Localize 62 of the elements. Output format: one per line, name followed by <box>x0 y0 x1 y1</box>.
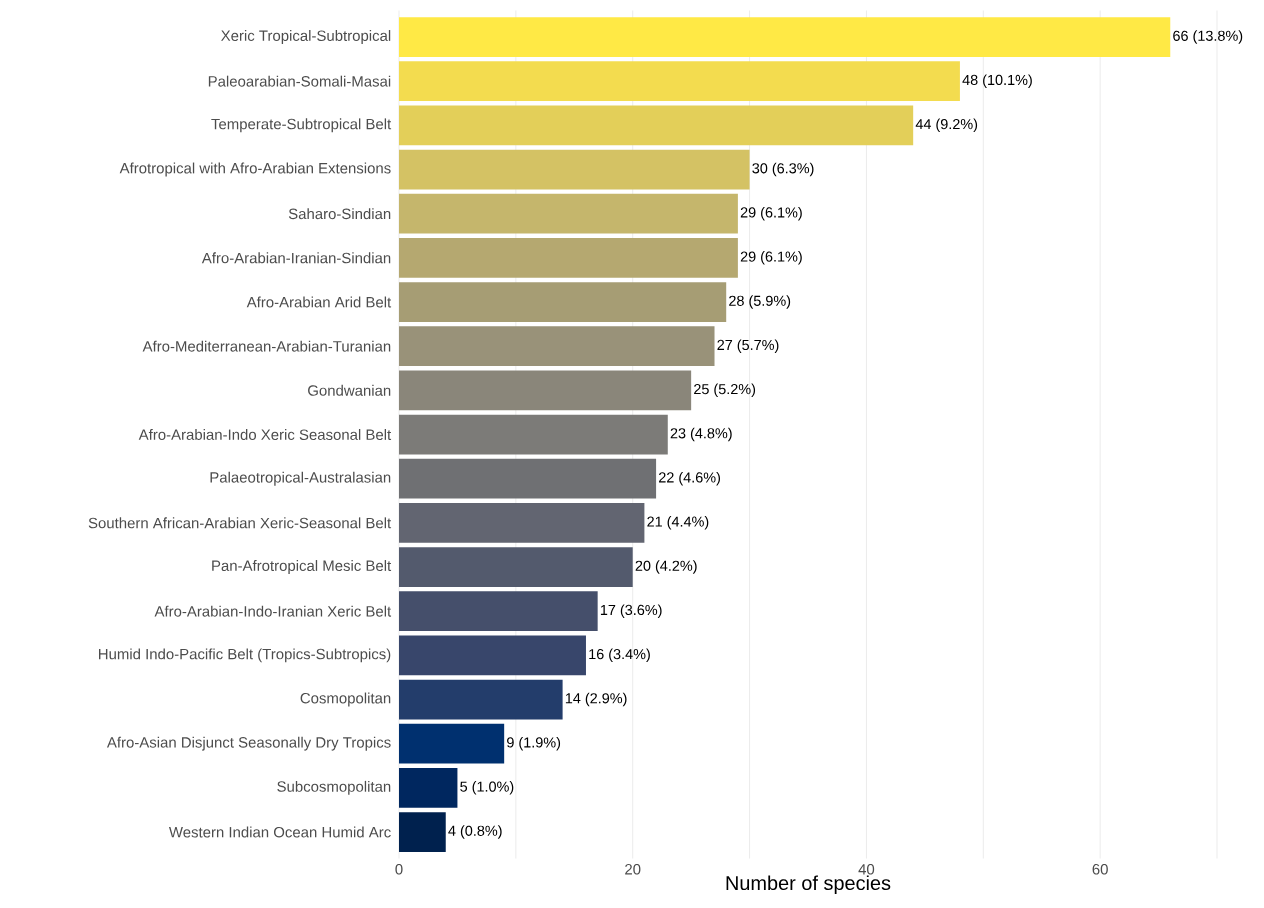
y-tick-label: Paleoarabian-Somali-Masai <box>208 75 391 87</box>
data-label: 44 (9.2%) <box>915 118 978 133</box>
data-label: 16 (3.4%) <box>589 648 650 663</box>
bar <box>399 237 738 278</box>
data-label: 20 (4.2%) <box>635 560 697 574</box>
y-tick-label: Afro-Arabian-Indo-Iranian Xeric Belt <box>154 605 392 617</box>
x-tick-label: 20 <box>625 864 641 875</box>
y-tick-label: Afrotropical with Afro-Arabian Extensions <box>119 162 391 177</box>
y-tick-label: Palaeotropical-Australasian <box>210 471 391 486</box>
data-label: 30 (6.3%) <box>752 162 814 177</box>
data-label: 28 (5.9%) <box>729 295 791 309</box>
bar <box>399 326 715 367</box>
y-tick-label: Humid Indo-Pacific Belt (Tropics-Subtropics) <box>99 648 391 663</box>
data-label: 66 (13.8%) <box>1173 30 1243 44</box>
bar <box>399 370 692 411</box>
data-label: 4 (0.8%) <box>448 825 502 839</box>
bar <box>399 502 645 543</box>
y-tick-label: Western Indian Ocean Humid Arc <box>168 826 391 838</box>
y-tick-label: Afro-Asian Disjunct Seasonally Dry Tropics <box>106 736 391 751</box>
bar <box>399 61 960 102</box>
bar <box>399 105 914 146</box>
data-label: 48 (10.1%) <box>962 74 1032 88</box>
data-label: 23 (4.8%) <box>670 427 732 442</box>
bar <box>399 723 505 764</box>
x-tick-label: 40 <box>858 864 875 875</box>
y-tick-label: Saharo-Sindian <box>288 208 391 220</box>
bar <box>399 679 563 720</box>
bar <box>399 282 727 322</box>
bar <box>399 767 458 808</box>
y-tick-label: Afro-Arabian-Iranian-Sindian <box>201 252 391 264</box>
y-tick-label: Xeric Tropical-Subtropical <box>221 30 391 44</box>
y-tick-label: Subcosmopolitan <box>277 780 391 795</box>
y-tick-label: Gondwanian <box>308 384 391 396</box>
data-label: 29 (6.1%) <box>740 206 802 221</box>
y-tick-label: Southern African-Arabian Xeric-Seasonal Belt <box>88 517 392 529</box>
bar <box>399 414 668 455</box>
x-tick-label: 0 <box>395 864 403 875</box>
data-label: 9 (1.9%) <box>507 736 561 751</box>
bar <box>399 17 1171 57</box>
y-tick-label: Afro-Mediterranean-Arabian-Turanian <box>142 340 391 352</box>
data-label: 22 (4.6%) <box>659 471 721 486</box>
bar <box>399 458 657 499</box>
data-label: 21 (4.4%) <box>647 516 709 530</box>
data-label: 14 (2.9%) <box>565 692 627 707</box>
data-label: 27 (5.7%) <box>717 339 779 353</box>
data-label: 5 (1.0%) <box>460 781 514 795</box>
data-label: 17 (3.6%) <box>600 604 662 618</box>
bar <box>399 635 586 676</box>
bar <box>399 149 750 190</box>
y-tick-label: Afro-Arabian Arid Belt <box>246 296 392 308</box>
y-tick-label: Afro-Arabian-Indo Xeric Seasonal Belt <box>138 429 392 440</box>
y-tick-label: Temperate-Subtropical Belt <box>211 118 392 133</box>
bar <box>399 547 633 587</box>
bar <box>399 591 598 632</box>
data-label: 25 (5.2%) <box>694 383 756 398</box>
x-axis-title: Number of species <box>726 875 891 895</box>
bar <box>399 812 446 852</box>
x-tick-label: 60 <box>1092 864 1108 875</box>
y-tick-label: Pan-Afrotropical Mesic Belt <box>212 560 392 574</box>
data-label: 29 (6.1%) <box>740 251 802 265</box>
bar <box>399 193 738 234</box>
y-tick-label: Cosmopolitan <box>300 692 391 707</box>
